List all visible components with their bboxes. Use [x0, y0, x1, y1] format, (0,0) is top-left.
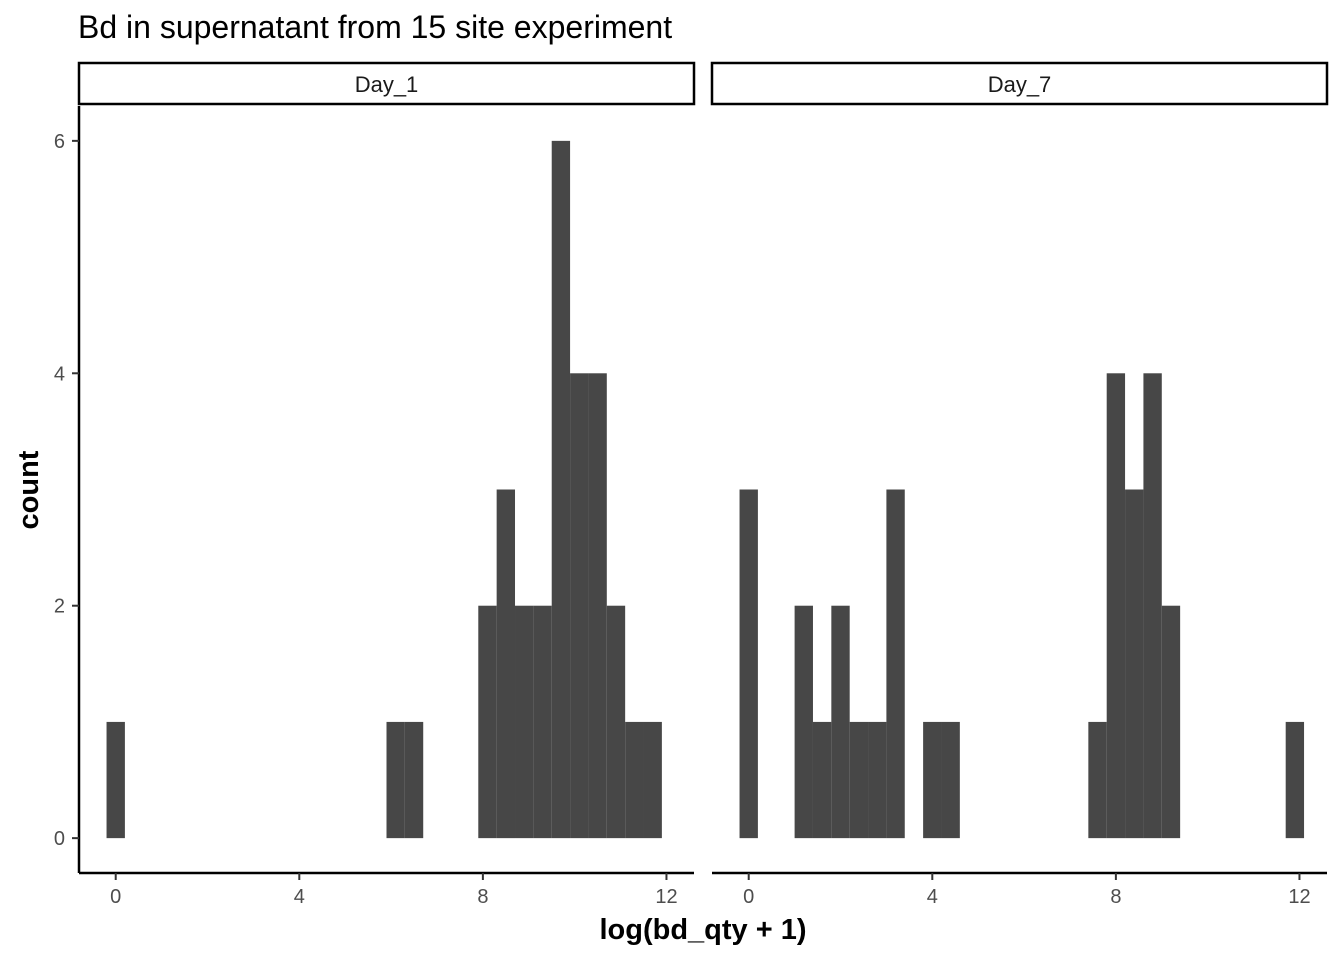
x-tick-label-day-1-12: 12	[655, 886, 677, 908]
histogram-bar-day-7-4	[849, 721, 869, 839]
x-tick-label-day-7-8: 8	[1110, 886, 1121, 908]
facet-strip-label-day-1: Day_1	[355, 72, 419, 97]
histogram-bar-day-7-1	[794, 605, 813, 839]
y-tick-label-0: 0	[54, 828, 65, 850]
y-tick-label-2: 2	[54, 596, 65, 618]
bars-day-1	[106, 140, 662, 839]
histogram-bar-day-1-1	[386, 721, 405, 839]
bars-day-7	[739, 373, 1305, 839]
histogram-bar-day-1-2	[404, 721, 424, 839]
histogram-bar-day-1-6	[533, 605, 552, 839]
x-tick-label-day-1-4: 4	[294, 886, 305, 908]
x-tick-label-day-7-0: 0	[743, 886, 754, 908]
histogram-bar-day-7-3	[831, 605, 850, 839]
x-axis-title: log(bd_qty + 1)	[599, 914, 806, 946]
histogram-bar-day-7-6	[886, 489, 905, 839]
y-tick-label-6: 6	[54, 131, 65, 153]
histogram-bar-day-1-8	[570, 373, 589, 839]
histogram-bar-day-7-12	[1143, 373, 1162, 839]
histogram-bar-day-7-10	[1106, 373, 1126, 839]
x-axis-day-7: 0 4 8 12	[712, 871, 1327, 908]
x-tick-label-day-1-8: 8	[477, 886, 488, 908]
histogram-bar-day-1-5	[515, 605, 534, 839]
histogram-bar-day-1-9	[588, 373, 607, 839]
histogram-bar-day-7-11	[1125, 489, 1144, 839]
histogram-bar-day-1-0	[106, 721, 125, 839]
histogram-bar-day-7-8	[941, 721, 960, 839]
histogram-bar-day-7-9	[1088, 721, 1107, 839]
histogram-bar-day-1-12	[643, 721, 662, 839]
facet-panel-day-1: Day_1 0 4 8 12	[77, 61, 696, 908]
x-tick-label-day-1-0: 0	[110, 886, 121, 908]
histogram-bar-day-7-5	[868, 721, 887, 839]
facet-strip-day-1	[77, 61, 696, 106]
y-axis: 0 2 4 6	[54, 106, 81, 873]
y-axis-title: count	[13, 450, 45, 529]
facet-strip-day-7	[710, 61, 1329, 106]
histogram-bar-day-7-14	[1285, 721, 1305, 839]
histogram-bar-day-7-0	[739, 489, 758, 839]
histogram-bar-day-7-7	[923, 721, 942, 839]
histogram-bar-day-7-2	[812, 721, 832, 839]
facet-panel-day-7: Day_7 0 4 8 12	[710, 61, 1329, 908]
histogram-bar-day-1-4	[496, 489, 516, 839]
histogram-bar-day-7-13	[1161, 605, 1181, 839]
histogram-bar-day-1-3	[478, 605, 497, 839]
x-tick-label-day-7-4: 4	[927, 886, 938, 908]
x-tick-label-day-7-12: 12	[1288, 886, 1310, 908]
y-tick-label-4: 4	[54, 363, 65, 385]
histogram-bar-day-1-11	[625, 721, 644, 839]
x-axis-day-1: 0 4 8 12	[79, 871, 694, 908]
chart-title: Bd in supernatant from 15 site experimen…	[78, 9, 672, 45]
histogram-bar-day-1-7	[551, 140, 571, 839]
histogram-bar-day-1-10	[606, 605, 626, 839]
facet-strip-label-day-7: Day_7	[988, 72, 1052, 97]
